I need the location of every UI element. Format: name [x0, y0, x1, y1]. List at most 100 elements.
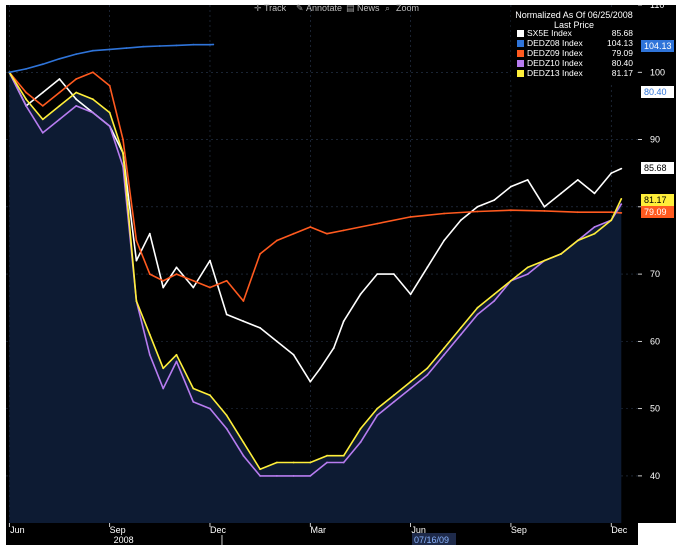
- data-point-dedz09-index-17: [276, 239, 278, 242]
- data-point-dedz13-index-23: [376, 407, 379, 410]
- data-point-dedz09-index-23: [409, 216, 412, 218]
- data-point-sx5e-index-21: [332, 347, 335, 349]
- legend-value-dedz10-index: 80.40: [612, 58, 634, 68]
- data-point-dedz09-index-7: [122, 138, 124, 141]
- data-point-dedz10-index-28: [459, 333, 462, 336]
- data-point-dedz13-index-4: [75, 91, 78, 94]
- news-button[interactable]: ▤ News: [346, 3, 380, 13]
- data-point-sx5e-index-19: [309, 380, 312, 383]
- data-point-dedz10-index-2: [41, 131, 44, 134]
- data-point-sx5e-index-34: [543, 205, 546, 208]
- data-point-sx5e-index-27: [426, 266, 429, 269]
- data-point-dedz09-index-16: [259, 253, 261, 255]
- callout-box-dedz10-index: [641, 86, 674, 98]
- series-lines: [8, 43, 623, 477]
- data-point-dedz13-index-24: [393, 394, 395, 397]
- legend-value-dedz09-index: 79.09: [612, 48, 634, 58]
- legend-swatch-sx5e-index: [517, 30, 524, 37]
- data-point-dedz10-index-38: [620, 203, 623, 206]
- x-tick-label-0: Jun: [10, 525, 25, 535]
- news-icon: ▤: [346, 3, 355, 13]
- data-point-dedz10-index-4: [75, 105, 78, 107]
- y-tick-label-50: 50: [650, 404, 660, 414]
- data-point-dedz13-index-25: [409, 380, 412, 383]
- data-point-sx5e-index-15: [242, 320, 245, 323]
- annotate-button[interactable]: ✎ Annotate: [296, 3, 342, 13]
- legend-swatch-dedz08-index: [517, 40, 524, 47]
- data-point-sx5e-index-11: [175, 266, 178, 269]
- last-price-callouts: 79.09 85.68 104.13 80.40 81.17: [641, 40, 674, 218]
- data-point-sx5e-index-18: [292, 353, 295, 356]
- data-point-dedz09-index-24: [443, 212, 445, 215]
- data-point-dedz10-index-22: [359, 441, 362, 444]
- data-point-dedz08-index-5: [92, 49, 94, 52]
- y-axis-strip: [638, 5, 676, 523]
- data-point-dedz13-index-16: [259, 468, 261, 471]
- x-tick-label-5: Sep: [511, 525, 527, 535]
- series-line-dedz08-index: [9, 43, 214, 74]
- data-point-sx5e-index-39: [620, 167, 623, 170]
- data-point-sx5e-index-22: [342, 320, 345, 323]
- data-point-sx5e-index-20: [319, 367, 322, 370]
- data-point-dedz13-index-38: [620, 198, 623, 200]
- data-point-dedz09-index-12: [192, 279, 195, 282]
- data-point-sx5e-index-24: [376, 273, 379, 275]
- data-point-dedz13-index-2: [41, 118, 44, 121]
- x-tick-label-6: Dec: [611, 525, 628, 535]
- data-point-dedz10-index-11: [175, 360, 178, 363]
- data-point-dedz09-index-27: [543, 210, 546, 212]
- data-point-dedz08-index-7: [125, 47, 128, 49]
- data-point-dedz13-index-27: [443, 347, 445, 349]
- data-point-dedz13-index-30: [493, 293, 496, 296]
- data-point-dedz09-index-29: [610, 211, 613, 214]
- data-point-dedz10-index-27: [443, 353, 445, 356]
- data-point-dedz09-index-19: [309, 226, 312, 228]
- legend-rows: SX5E Index 85.68 DEDZ08 Index 104.13 DEDZ09 …: [517, 28, 633, 78]
- data-point-dedz13-index-12: [192, 387, 195, 390]
- data-point-dedz08-index-2: [41, 63, 44, 66]
- callout-box-sx5e-index: [641, 162, 674, 174]
- data-point-dedz09-index-20: [326, 232, 328, 235]
- data-point-dedz10-index-21: [342, 461, 345, 464]
- data-point-dedz09-index-28: [576, 211, 579, 214]
- data-point-dedz09-index-22: [376, 222, 379, 225]
- data-point-dedz13-index-18: [292, 461, 295, 464]
- data-point-dedz10-index-23: [376, 414, 379, 417]
- data-point-dedz09-index-5: [92, 71, 94, 74]
- pencil-icon: ✎: [296, 3, 304, 13]
- data-point-dedz10-index-30: [493, 300, 496, 302]
- data-point-dedz08-index-0: [8, 71, 11, 74]
- data-point-sx5e-index-8: [135, 259, 138, 262]
- data-point-dedz10-index-25: [409, 387, 412, 390]
- data-point-dedz13-index-29: [476, 306, 479, 309]
- data-point-sx5e-index-26: [409, 293, 412, 296]
- data-point-dedz08-index-1: [25, 68, 27, 70]
- magnifier-icon: ⌕: [385, 3, 390, 13]
- data-point-dedz09-index-14: [225, 279, 228, 282]
- track-button[interactable]: ✛ Track: [254, 3, 287, 13]
- data-point-sx5e-index-10: [162, 286, 165, 289]
- data-point-dedz09-index-4: [75, 78, 78, 80]
- crosshair-date: 07/16/09: [414, 535, 449, 545]
- y-tick-label-90: 90: [650, 135, 660, 145]
- x-tick-label-2: Dec: [210, 525, 227, 535]
- data-point-dedz13-index-11: [175, 353, 178, 356]
- data-point-sx5e-index-25: [393, 273, 395, 275]
- data-point-dedz13-index-8: [135, 300, 138, 302]
- data-point-dedz08-index-8: [142, 45, 145, 48]
- data-point-sx5e-index-38: [610, 172, 613, 175]
- data-point-dedz13-index-5: [92, 98, 94, 101]
- callout-value-dedz09-index: 79.09: [644, 207, 667, 217]
- data-point-dedz13-index-1: [25, 98, 27, 101]
- data-point-sx5e-index-16: [259, 327, 261, 329]
- callout-box-dedz13-index: [641, 194, 674, 206]
- data-point-dedz13-index-31: [510, 279, 512, 282]
- annotate-label: Annotate: [306, 3, 342, 13]
- data-point-dedz10-index-18: [292, 475, 295, 477]
- data-point-sx5e-index-35: [560, 192, 562, 195]
- data-point-dedz13-index-33: [543, 259, 546, 262]
- zoom-button[interactable]: ⌕ Zoom: [385, 3, 419, 13]
- data-point-dedz10-index-26: [426, 374, 429, 376]
- data-point-sx5e-index-37: [593, 192, 596, 195]
- data-point-dedz13-index-32: [526, 266, 529, 269]
